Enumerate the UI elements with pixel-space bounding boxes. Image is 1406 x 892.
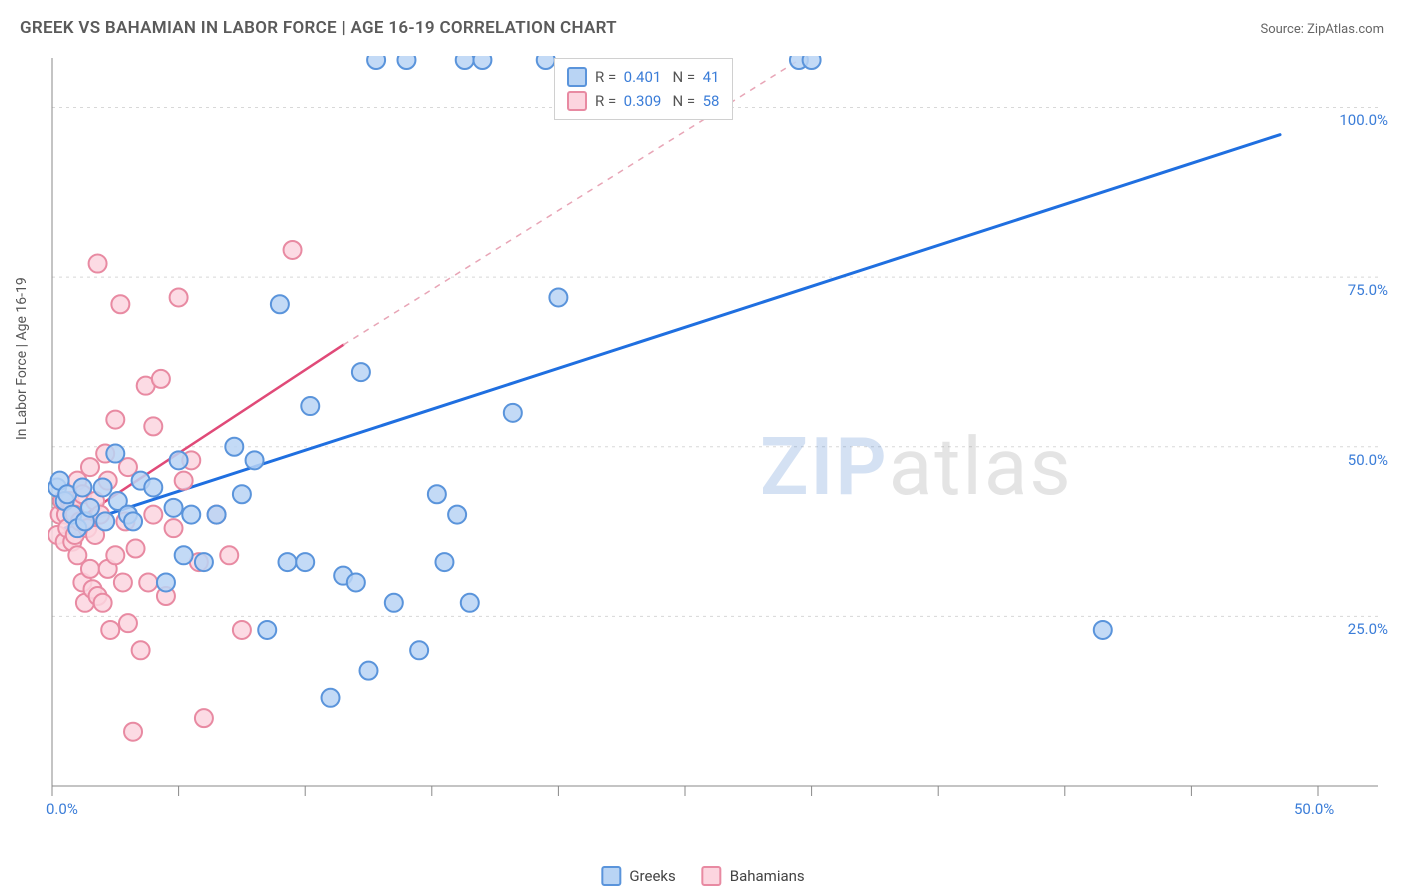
stats-legend-box: R = 0.401 N = 41 R = 0.309 N = 58 [554, 58, 733, 120]
legend-swatch [601, 866, 621, 886]
series-swatch [567, 91, 587, 111]
x-tick-label: 0.0% [46, 800, 78, 818]
x-tick-label: 50.0% [1294, 800, 1334, 818]
y-tick-label: 25.0% [1348, 620, 1388, 638]
legend-label: Greeks [629, 867, 675, 885]
stats-row: R = 0.401 N = 41 [567, 65, 720, 89]
source-label: Source: ZipAtlas.com [1260, 22, 1384, 37]
stats-row: R = 0.309 N = 58 [567, 89, 720, 113]
stats-text: R = 0.401 N = 41 [595, 68, 720, 86]
legend-label: Bahamians [730, 867, 805, 885]
bottom-legend: Greeks Bahamians [601, 866, 804, 886]
y-tick-label: 50.0% [1348, 451, 1388, 469]
chart-title: GREEK VS BAHAMIAN IN LABOR FORCE | AGE 1… [20, 18, 617, 38]
y-axis-label: In Labor Force | Age 16-19 [14, 277, 30, 440]
series-swatch [567, 67, 587, 87]
legend-item: Bahamians [702, 866, 805, 886]
legend-item: Greeks [601, 866, 675, 886]
chart-svg [48, 56, 1378, 846]
y-tick-label: 75.0% [1348, 281, 1388, 299]
legend-swatch [702, 866, 722, 886]
stats-text: R = 0.309 N = 58 [595, 92, 720, 110]
chart-area [48, 56, 1378, 846]
y-tick-label: 100.0% [1339, 111, 1388, 129]
